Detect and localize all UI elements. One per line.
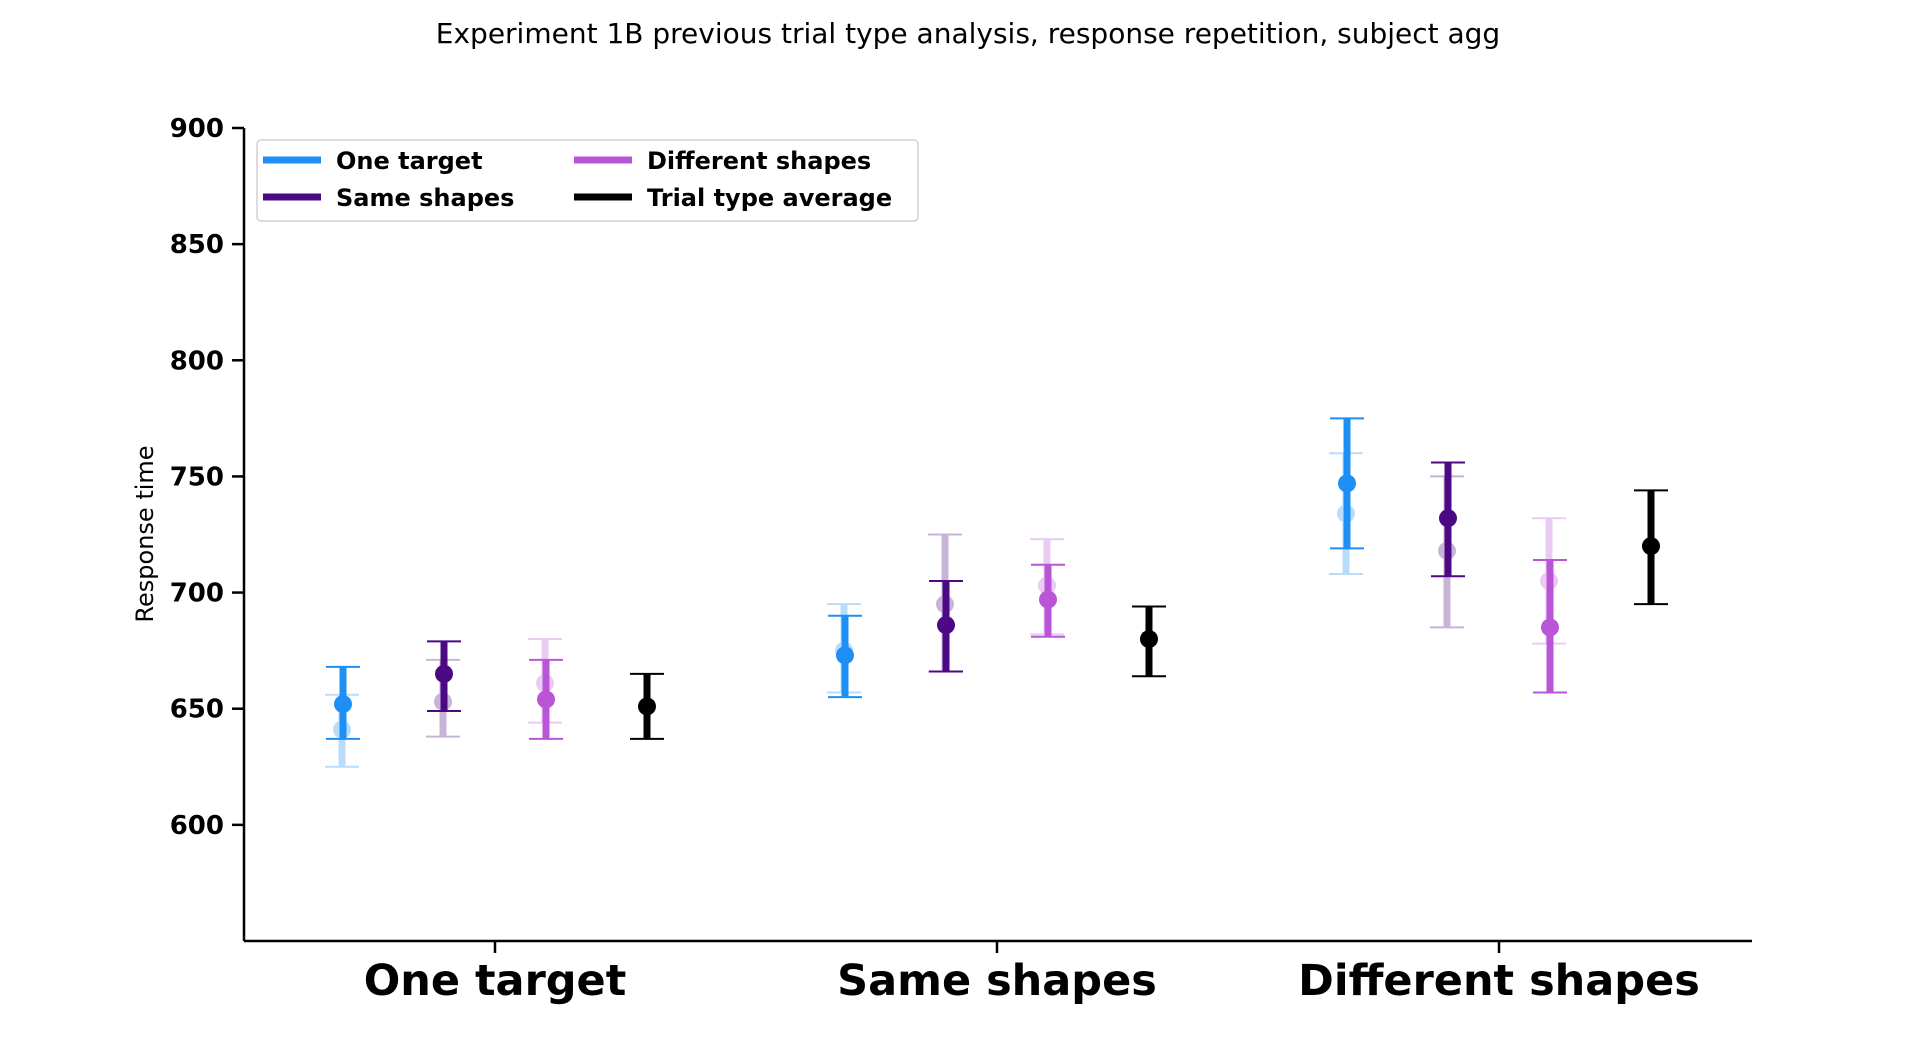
y-tick-label: 600 <box>170 811 224 841</box>
series-errorbar <box>1533 559 1567 694</box>
series-point <box>1140 630 1158 649</box>
series-point <box>334 695 352 714</box>
x-tick-label: Different shapes <box>1298 956 1700 1006</box>
series-point <box>1541 618 1559 637</box>
y-tick-label: 800 <box>170 346 224 376</box>
series-errorbar <box>1431 461 1465 578</box>
axes: 600 650 700 750 800 850 900 One target Same shap… <box>170 114 1752 1006</box>
y-tick-label: 850 <box>170 230 224 260</box>
series-point <box>937 616 955 635</box>
series-errorbar <box>1132 605 1166 678</box>
y-tick-label: 650 <box>170 695 224 725</box>
series-errorbar <box>427 640 461 713</box>
x-tick-label: One target <box>364 956 627 1006</box>
series-point <box>1039 590 1057 609</box>
series-errorbar <box>929 579 963 673</box>
legend-label: Different shapes <box>647 147 871 175</box>
series-point <box>836 646 854 665</box>
series-point <box>537 690 555 709</box>
series-point <box>1338 474 1356 493</box>
y-tick-label: 700 <box>170 579 224 609</box>
y-tick-label: 900 <box>170 114 224 144</box>
series-point <box>638 697 656 716</box>
legend-label: Same shapes <box>336 184 514 212</box>
legend-label: Trial type average <box>647 184 892 212</box>
series-errorbar <box>630 672 664 740</box>
x-tick-label: Same shapes <box>837 956 1157 1006</box>
series-errorbar <box>1031 563 1065 638</box>
legend-box <box>256 139 919 222</box>
y-axis-label: Response time <box>131 445 159 622</box>
series-errorbar <box>828 614 862 699</box>
series-errorbar <box>326 665 360 740</box>
y-tick-label: 750 <box>170 462 224 492</box>
legend-label: One target <box>336 147 483 175</box>
series-errorbar <box>1634 489 1668 606</box>
legend: One target Same shapes Different shapes Tri… <box>256 139 919 222</box>
series-errorbar <box>1330 417 1364 550</box>
series-point <box>1439 509 1457 528</box>
chart-title: Experiment 1B previous trial type analys… <box>436 17 1500 50</box>
series-point <box>435 664 453 683</box>
series-errorbar <box>529 658 563 740</box>
plot-area <box>325 417 1668 768</box>
series-point <box>1642 537 1660 556</box>
